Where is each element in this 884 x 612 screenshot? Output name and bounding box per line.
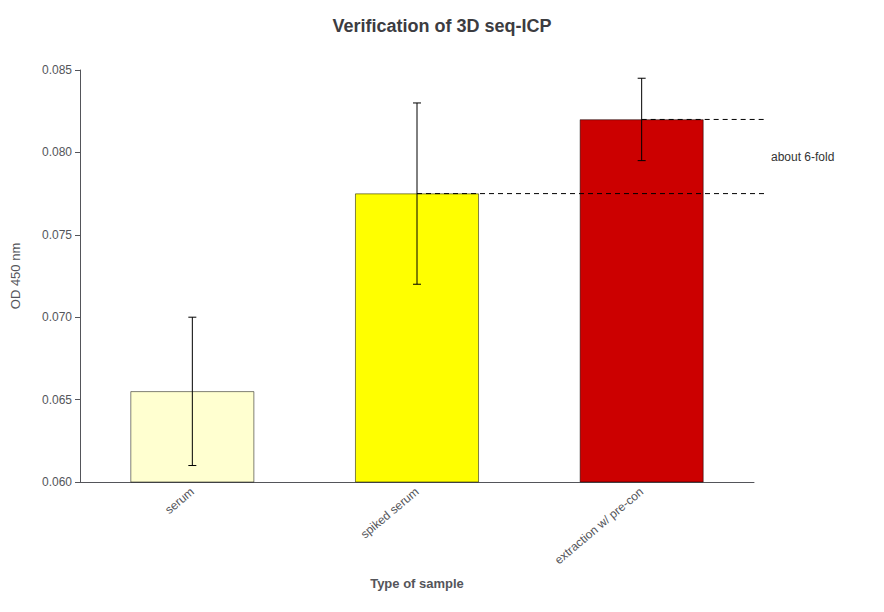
svg-text:OD 450 nm: OD 450 nm xyxy=(8,243,23,309)
svg-text:0.080: 0.080 xyxy=(42,145,72,159)
svg-text:serum: serum xyxy=(162,485,197,517)
svg-text:0.070: 0.070 xyxy=(42,310,72,324)
svg-text:Type of sample: Type of sample xyxy=(370,576,464,591)
svg-text:about 6-fold: about 6-fold xyxy=(771,150,834,164)
svg-text:extraction w/ pre-con: extraction w/ pre-con xyxy=(552,485,646,567)
svg-text:Verification of 3D seq-ICP: Verification of 3D seq-ICP xyxy=(332,16,551,36)
svg-text:0.060: 0.060 xyxy=(42,475,72,489)
svg-text:0.065: 0.065 xyxy=(42,393,72,407)
svg-text:0.075: 0.075 xyxy=(42,228,72,242)
svg-text:0.085: 0.085 xyxy=(42,63,72,77)
svg-text:spiked serum: spiked serum xyxy=(358,485,422,542)
